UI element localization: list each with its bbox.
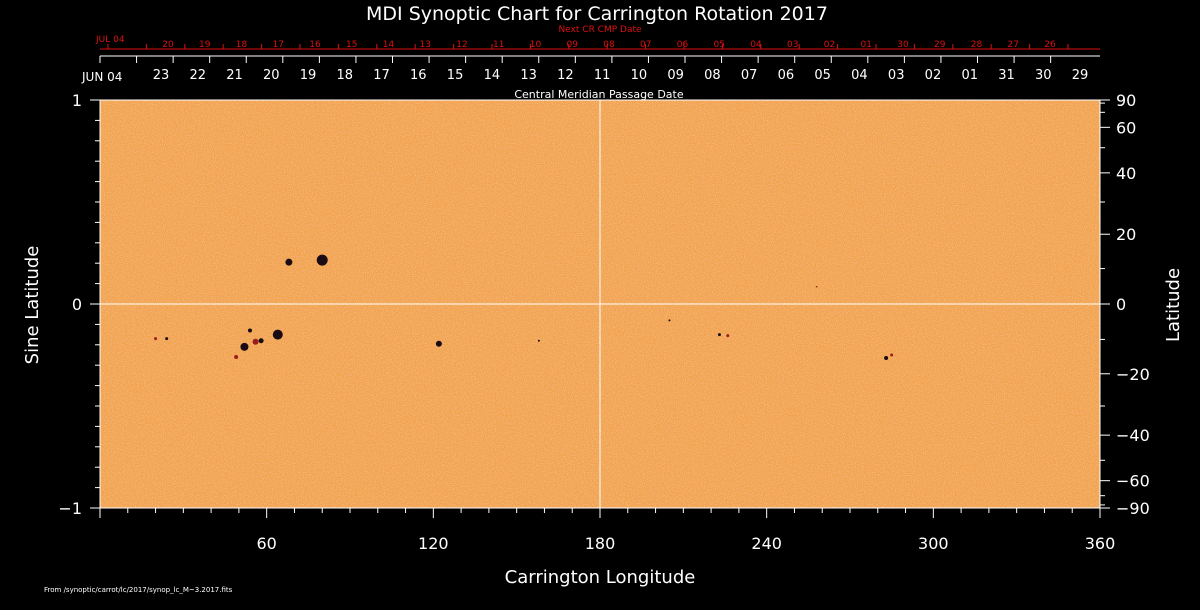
top-date-label: 22 — [189, 68, 206, 83]
sunspot-positive — [252, 338, 259, 345]
y-right-tick-label: −20 — [1116, 365, 1150, 384]
top-date-label: 17 — [373, 68, 390, 83]
next-date-label: 19 — [199, 40, 211, 50]
top-date-label: 02 — [925, 68, 942, 83]
next-date-label: 17 — [273, 40, 284, 50]
chart-title: MDI Synoptic Chart for Carrington Rotati… — [366, 3, 828, 25]
top-date-label: 18 — [337, 68, 354, 83]
sunspot-negative — [165, 337, 169, 341]
y-right-tick-label: 20 — [1116, 225, 1136, 244]
x-axis-label: Carrington Longitude — [505, 567, 696, 588]
y-axis-right-label: Latitude — [1163, 268, 1184, 342]
y-right-tick-label: 40 — [1116, 164, 1136, 183]
top-date-label: 12 — [557, 68, 574, 83]
y-right-tick-label: −90 — [1116, 499, 1150, 518]
y-axis-left-label: Sine Latitude — [22, 246, 43, 365]
y-right-tick-label: 90 — [1116, 91, 1136, 110]
top-date-label: 20 — [263, 68, 280, 83]
y-right-tick-label: −40 — [1116, 426, 1150, 445]
source-caption: From /synoptic/carrot/lc/2017/synop_lc_M… — [44, 586, 233, 594]
top-date-label: 09 — [667, 68, 684, 83]
next-date-label: 02 — [824, 40, 835, 50]
y-right-tick-label: 60 — [1116, 118, 1136, 137]
x-tick-label: 360 — [1085, 534, 1116, 553]
sunspot-positive — [234, 355, 239, 360]
top-date-label: 05 — [814, 68, 831, 83]
y-right-tick-label: 0 — [1116, 295, 1126, 314]
top-date-label: 10 — [631, 68, 648, 83]
next-date-label: 30 — [897, 40, 909, 50]
x-tick-label: 60 — [256, 534, 276, 553]
sunspot-positive — [890, 353, 894, 357]
next-date-label: 01 — [861, 40, 872, 50]
y-left-tick-label: 0 — [72, 295, 82, 314]
top-date-start-label: JUN 04 — [81, 70, 122, 84]
sunspot-negative — [668, 319, 671, 322]
sunspot-negative — [272, 329, 283, 340]
top-date-label: 11 — [594, 68, 611, 83]
x-tick-label: 180 — [585, 534, 616, 553]
sunspot-negative — [537, 339, 540, 342]
top-date-label: 29 — [1072, 68, 1089, 83]
top-date-label: 03 — [888, 68, 905, 83]
next-date-label: 13 — [420, 40, 431, 50]
top-date-label: 07 — [741, 68, 758, 83]
sunspot-negative — [240, 342, 249, 351]
next-date-label: 12 — [456, 40, 467, 50]
x-tick-label: 120 — [418, 534, 449, 553]
next-date-label: 08 — [603, 40, 615, 50]
sunspot-negative — [285, 258, 293, 266]
next-date-label: 27 — [1008, 40, 1019, 50]
top-date-label: 21 — [226, 68, 243, 83]
next-date-label: 26 — [1044, 40, 1056, 50]
top-axis-caption: Central Meridian Passage Date — [514, 88, 683, 101]
sunspot-positive — [815, 285, 818, 288]
top-date-label: 04 — [851, 68, 868, 83]
top-date-label: 01 — [961, 68, 978, 83]
x-tick-label: 240 — [751, 534, 782, 553]
next-date-label: 14 — [383, 40, 395, 50]
sunspot-negative — [248, 328, 252, 333]
next-date-label: 16 — [309, 40, 321, 50]
top-date-label: 06 — [778, 68, 795, 83]
next-date-label: 11 — [493, 40, 504, 50]
next-date-start-label: JUL 04 — [95, 35, 125, 45]
next-date-label: 28 — [971, 40, 983, 50]
x-tick-label: 300 — [918, 534, 949, 553]
top-date-label: 19 — [300, 68, 317, 83]
next-date-label: 15 — [346, 40, 357, 50]
top-date-label: 23 — [153, 68, 170, 83]
sunspot-negative — [258, 338, 264, 344]
sunspot-group — [154, 254, 894, 361]
next-date-label: 10 — [530, 40, 542, 50]
y-left-tick-label: 1 — [72, 91, 82, 110]
next-date-label: 06 — [677, 40, 689, 50]
top-date-label: 31 — [998, 68, 1015, 83]
sunspot-positive — [154, 337, 158, 341]
next-date-label: 05 — [714, 40, 725, 50]
sunspot-positive — [726, 334, 730, 338]
y-left-tick-label: −1 — [58, 499, 82, 518]
next-axis-caption: Next CR CMP Date — [558, 25, 642, 35]
sunspot-negative — [316, 254, 328, 266]
sunspot-negative — [717, 333, 721, 337]
top-date-label: 30 — [1035, 68, 1052, 83]
next-date-label: 18 — [236, 40, 248, 50]
top-date-label: 14 — [484, 68, 501, 83]
axes: 60 120 180 240 300 36010−1906040200−20−40−60−… — [58, 35, 1149, 553]
top-date-label: 16 — [410, 68, 427, 83]
next-date-label: 03 — [787, 40, 798, 50]
y-right-tick-label: −60 — [1116, 472, 1150, 491]
sunspot-negative — [435, 340, 442, 347]
next-date-label: 04 — [750, 40, 762, 50]
top-date-label: 08 — [704, 68, 721, 83]
next-date-label: 07 — [640, 40, 651, 50]
sunspot-negative — [884, 356, 889, 361]
next-date-label: 20 — [162, 40, 174, 50]
next-date-label: 29 — [934, 40, 946, 50]
top-date-label: 15 — [447, 68, 464, 83]
top-date-label: 13 — [520, 68, 537, 83]
next-date-label: 09 — [567, 40, 579, 50]
